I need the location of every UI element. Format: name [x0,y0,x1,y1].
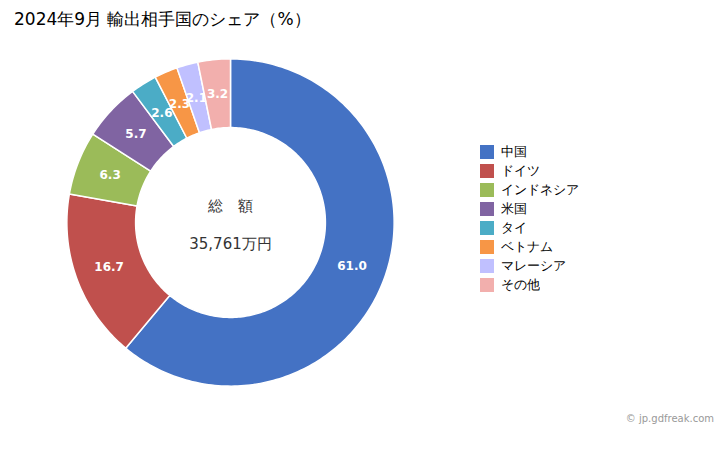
svg-text:総 額: 総 額 [207,197,253,215]
html-text:インドネシア: インドネシア [500,181,579,197]
html-text:ドイツ: ドイツ [500,162,540,178]
svg-text:61.0: 61.0 [337,259,367,273]
html-text:その他: その他 [500,276,540,292]
svg-text:35,761万円: 35,761万円 [189,235,272,253]
svg-text:6.3: 6.3 [99,168,120,182]
html-text:タイ: タイ [500,219,527,235]
html-text:マレーシア: マレーシア [500,257,566,273]
svg-text:3.2: 3.2 [207,87,228,101]
svg-text:16.7: 16.7 [94,260,124,274]
html-text:米国: 米国 [500,200,527,216]
html-text:中国: 中国 [500,143,527,159]
html-text:2024年9月 輸出相手国のシェア（%）: 2024年9月 輸出相手国のシェア（%） [14,9,311,29]
svg-text:2.3: 2.3 [168,96,191,111]
html-text:© jp.gdfreak.com: © jp.gdfreak.com [625,413,714,424]
svg-text:2.6: 2.6 [151,105,173,120]
svg-text:2.1: 2.1 [186,91,207,105]
html-text:ベトナム: ベトナム [500,238,553,254]
svg-text:5.7: 5.7 [125,127,146,141]
